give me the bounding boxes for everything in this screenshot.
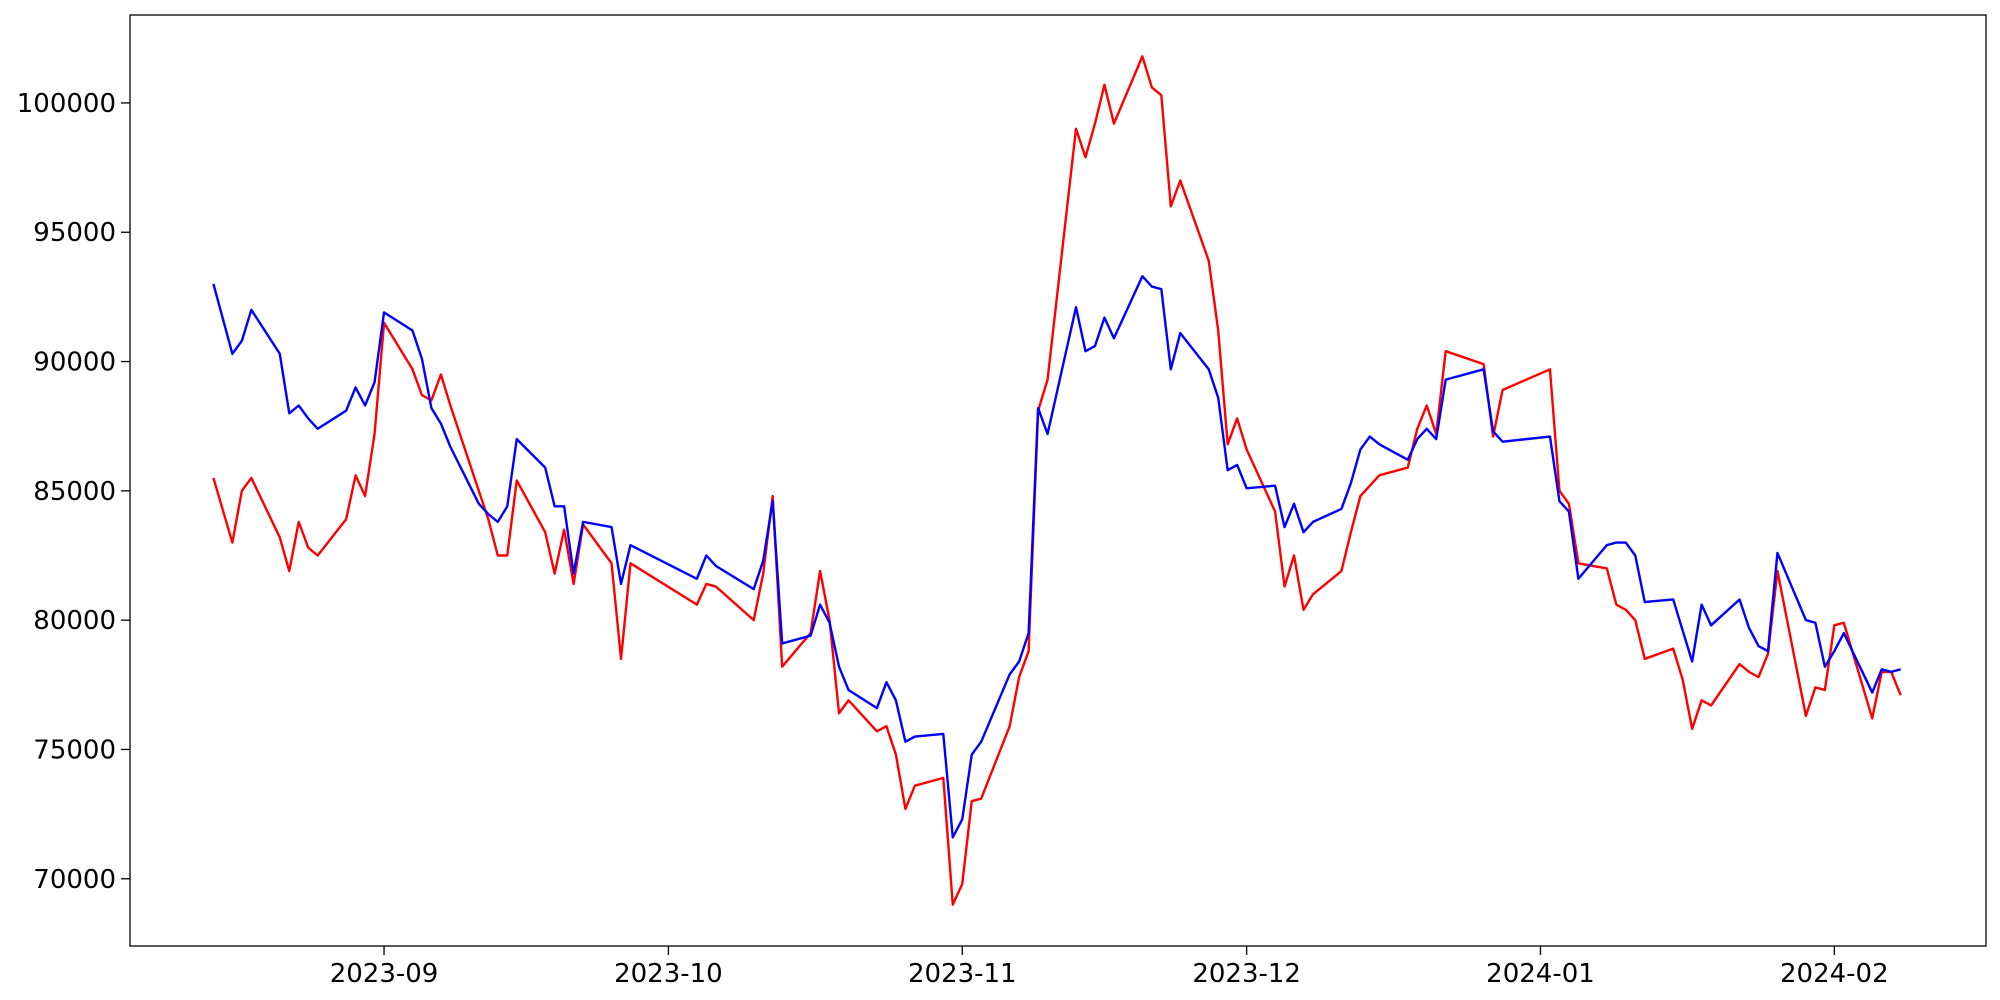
y-tick-label: 85000 bbox=[33, 477, 116, 507]
y-tick-label: 100000 bbox=[17, 89, 116, 119]
line-series bbox=[212, 275, 1902, 839]
y-tick-label: 80000 bbox=[33, 606, 116, 636]
x-tick-label: 2023-09 bbox=[330, 959, 439, 989]
x-tick-label: 2023-10 bbox=[614, 959, 723, 989]
x-tick-label: 2024-01 bbox=[1486, 959, 1595, 989]
x-tick-label: 2023-12 bbox=[1192, 959, 1301, 989]
y-tick-label: 70000 bbox=[33, 865, 116, 895]
y-tick-label: 95000 bbox=[33, 218, 116, 248]
y-tick-label: 90000 bbox=[33, 348, 116, 378]
x-tick-label: 2024-02 bbox=[1780, 959, 1889, 989]
x-tick-label: 2023-11 bbox=[908, 959, 1017, 989]
axes-frame bbox=[129, 14, 1987, 947]
y-tick-label: 75000 bbox=[33, 735, 116, 765]
line-series bbox=[212, 55, 1902, 906]
